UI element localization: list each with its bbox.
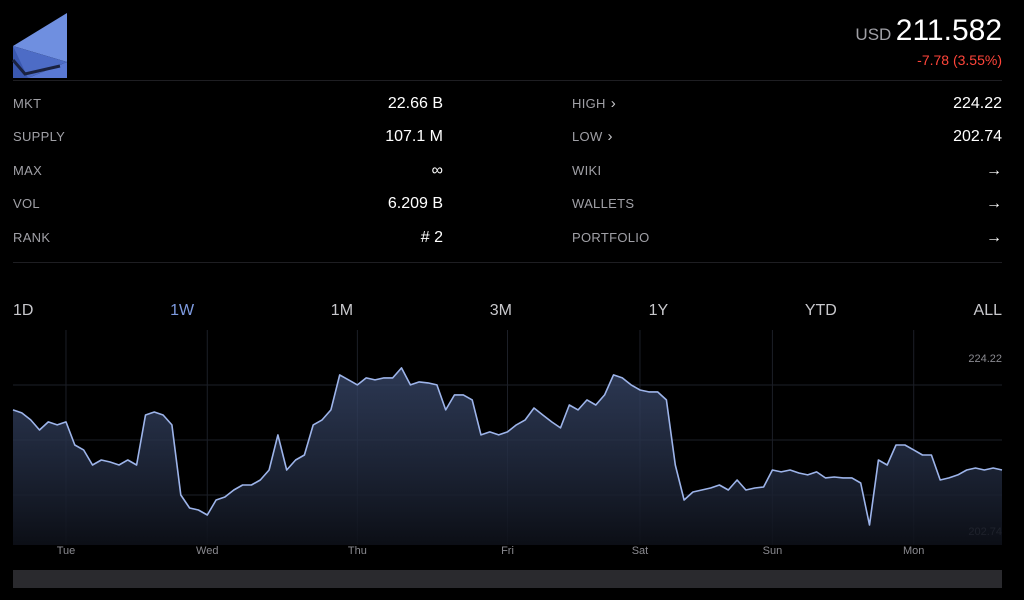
x-tick-label: Sat bbox=[632, 545, 649, 557]
stat-label[interactable]: LOW › bbox=[572, 128, 613, 145]
arrow-icon[interactable]: → bbox=[986, 229, 1002, 246]
x-tick-label: Wed bbox=[196, 545, 218, 557]
range-tabs: 1D 1W 1M 3M 1Y YTD ALL bbox=[13, 302, 1002, 320]
stat-value: 224.22 bbox=[953, 95, 1002, 112]
stat-value: ∞ bbox=[431, 162, 443, 179]
stat-label: MKT bbox=[13, 96, 42, 111]
stat-label: MAX bbox=[13, 163, 43, 178]
price-change: -7.78 (3.55%) bbox=[917, 52, 1002, 68]
stat-value: # 2 bbox=[420, 229, 443, 246]
range-tab[interactable]: 1W bbox=[170, 302, 195, 319]
separator bbox=[13, 262, 1002, 263]
price-block: USD 211.582 bbox=[855, 14, 1002, 48]
range-tab[interactable]: 1D bbox=[13, 302, 34, 319]
currency: USD bbox=[855, 25, 892, 44]
separator bbox=[13, 80, 1002, 81]
logo bbox=[11, 13, 67, 78]
stat-value: 6.209 B bbox=[387, 195, 443, 212]
price: 211.582 bbox=[895, 14, 1002, 47]
volume-strip bbox=[13, 570, 1002, 588]
range-tab[interactable]: 3M bbox=[489, 302, 512, 319]
y-tick-label: 224.22 bbox=[968, 353, 1002, 365]
stat-value: 202.74 bbox=[953, 128, 1002, 145]
stat-label: RANK bbox=[13, 230, 51, 245]
stat-label: SUPPLY bbox=[13, 129, 66, 144]
x-tick-label: Fri bbox=[501, 545, 514, 557]
area-fill bbox=[13, 367, 1002, 545]
stat-label[interactable]: PORTFOLIO bbox=[572, 230, 650, 245]
stat-label[interactable]: WALLETS bbox=[572, 196, 635, 211]
arrow-icon[interactable]: → bbox=[986, 162, 1002, 179]
arrow-icon[interactable]: → bbox=[986, 195, 1002, 212]
x-tick-label: Sun bbox=[763, 545, 783, 557]
price-line bbox=[12, 367, 1003, 526]
range-tab[interactable]: 1M bbox=[330, 302, 354, 319]
stat-label[interactable]: HIGH › bbox=[572, 95, 616, 112]
stat-value: 22.66 B bbox=[387, 95, 443, 112]
stat-label[interactable]: WIKI bbox=[572, 163, 602, 178]
stat-label: VOL bbox=[13, 196, 40, 211]
range-tab[interactable]: ALL bbox=[973, 302, 1002, 319]
x-tick-label: Tue bbox=[57, 545, 76, 557]
range-tab[interactable]: YTD bbox=[804, 302, 837, 319]
x-tick-label: Thu bbox=[348, 545, 367, 557]
range-tab[interactable]: 1Y bbox=[648, 302, 669, 319]
stat-value: 107.1 M bbox=[385, 128, 443, 145]
chevron: › bbox=[607, 128, 613, 145]
chevron: › bbox=[610, 95, 616, 112]
x-tick-label: Mon bbox=[903, 545, 924, 557]
